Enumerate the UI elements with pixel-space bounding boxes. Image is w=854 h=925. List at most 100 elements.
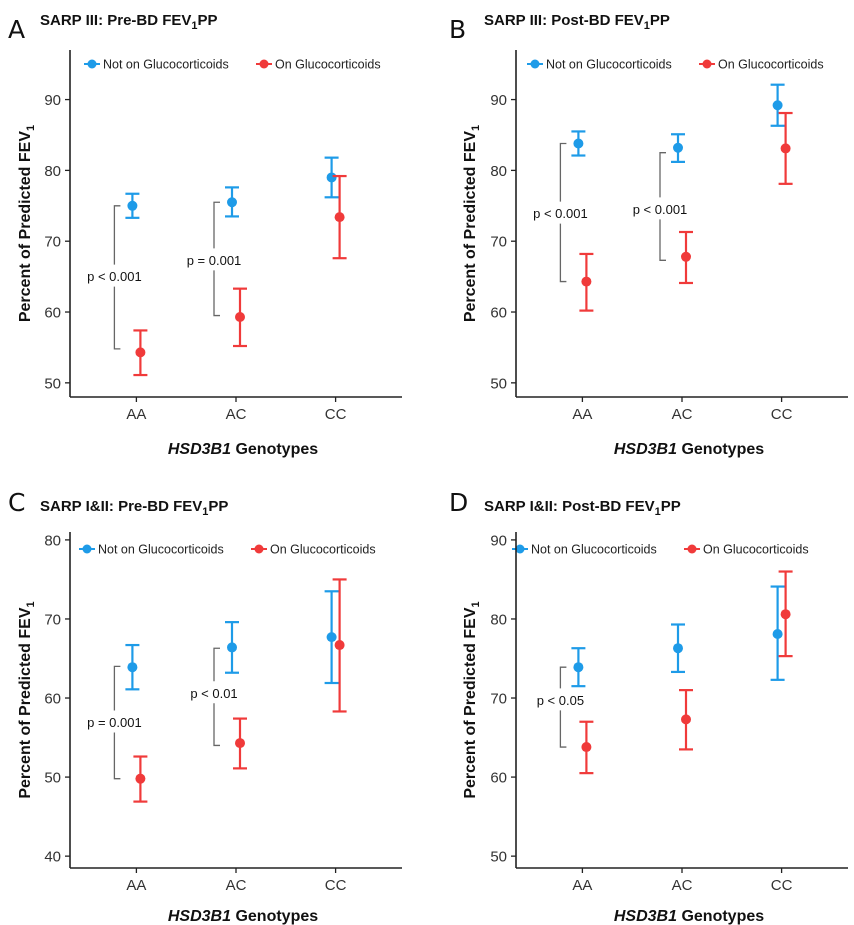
x-tick-label: AA [126, 877, 146, 894]
data-point [135, 347, 146, 358]
data-point [581, 742, 592, 753]
panel-d: D SARP I&II: Post-BD FEV1PP Not on Glucoco… [449, 488, 848, 925]
data-point [581, 276, 592, 287]
data-point [673, 643, 683, 654]
y-tick-label: 50 [490, 375, 507, 392]
significance-bracket [213, 647, 220, 747]
x-tick-label: CC [771, 877, 793, 894]
data-point [135, 773, 146, 784]
panel-title: SARP I&II: Pre-BD FEV1PP [40, 498, 228, 518]
y-tick-label: 70 [44, 611, 61, 628]
panel-a: A SARP III: Pre-BD FEV1PP Not on Glucocort… [8, 12, 402, 458]
legend-key-marker [702, 59, 712, 69]
significance-bracket [213, 201, 220, 317]
x-tick-label: AC [672, 877, 693, 894]
p-value-label: p < 0.001 [633, 202, 688, 217]
legend-key-marker [515, 544, 525, 554]
legend-label: Not on Glucocorticoids [531, 543, 657, 557]
legend-key-marker [87, 59, 97, 69]
significance-bracket [113, 205, 121, 350]
y-axis-label: Percent of Predicted FEV1 [17, 125, 37, 322]
legend-label: On Glucocorticoids [275, 58, 381, 72]
data-point [326, 172, 337, 183]
data-point [235, 311, 245, 322]
panel-letter: A [8, 15, 25, 44]
panel-title: SARP III: Pre-BD FEV1PP [40, 12, 218, 32]
y-tick-label: 80 [490, 611, 507, 628]
p-value-label: p < 0.001 [87, 269, 142, 284]
legend: Not on Glucocorticoids On Glucocorticoids [512, 543, 809, 557]
legend-label: On Glucocorticoids [270, 543, 376, 557]
y-tick-label: 80 [44, 532, 61, 549]
panel-b: B SARP III: Post-BD FEV1PP Not on Glucocor… [449, 12, 848, 458]
data-point [227, 197, 237, 208]
significance-bracket [113, 665, 121, 780]
legend-key-marker [259, 59, 269, 69]
legend-label: Not on Glucocorticoids [546, 58, 672, 72]
p-value-label: p < 0.001 [533, 206, 588, 221]
y-tick-label: 50 [490, 849, 507, 866]
data-point [326, 632, 337, 643]
y-axis-label: Percent of Predicted FEV1 [17, 601, 37, 798]
legend: Not on Glucocorticoids On Glucocorticoids [79, 543, 376, 557]
data-point [780, 609, 791, 620]
legend-key-marker [687, 544, 697, 554]
data-point [127, 200, 138, 211]
panel-title: SARP I&II: Post-BD FEV1PP [484, 498, 681, 518]
x-tick-label: AA [572, 406, 592, 423]
p-value-label: p < 0.01 [190, 686, 237, 701]
x-tick-label: AC [672, 406, 693, 423]
y-tick-label: 50 [44, 375, 61, 392]
data-point [772, 100, 783, 111]
x-tick-label: CC [325, 406, 347, 423]
p-value-label: p = 0.001 [87, 715, 142, 730]
x-axis-label: HSD3B1 Genotypes [614, 441, 764, 458]
data-point [673, 142, 683, 153]
x-tick-label: AC [226, 406, 247, 423]
panel-letter: C [8, 488, 25, 517]
data-point [334, 640, 345, 651]
data-point [573, 138, 584, 149]
data-point [227, 642, 237, 653]
y-tick-label: 60 [44, 691, 61, 708]
data-point [334, 212, 345, 223]
x-tick-label: AA [126, 406, 146, 423]
x-tick-label: AA [572, 877, 592, 894]
y-tick-label: 70 [490, 691, 507, 708]
y-tick-label: 90 [490, 532, 507, 549]
panel-c: C SARP I&II: Pre-BD FEV1PP Not on Glucocor… [8, 488, 402, 925]
p-value-label: p < 0.05 [537, 693, 584, 708]
x-tick-label: CC [325, 877, 347, 894]
y-tick-label: 90 [490, 92, 507, 109]
data-point [780, 143, 791, 154]
x-axis-label: HSD3B1 Genotypes [614, 908, 764, 925]
x-tick-label: CC [771, 406, 793, 423]
legend-key-marker [82, 544, 92, 554]
significance-bracket [659, 152, 666, 261]
y-tick-label: 60 [490, 770, 507, 787]
legend: Not on Glucocorticoids On Glucocorticoids [527, 58, 824, 72]
x-axis-label: HSD3B1 Genotypes [168, 441, 318, 458]
y-tick-label: 90 [44, 92, 61, 109]
legend-label: Not on Glucocorticoids [103, 58, 229, 72]
y-tick-label: 50 [44, 770, 61, 787]
y-tick-label: 60 [44, 305, 61, 322]
x-tick-label: AC [226, 877, 247, 894]
legend-label: Not on Glucocorticoids [98, 543, 224, 557]
x-axis-label: HSD3B1 Genotypes [168, 908, 318, 925]
y-tick-label: 40 [44, 849, 61, 866]
legend-label: On Glucocorticoids [718, 58, 824, 72]
y-tick-label: 80 [44, 163, 61, 180]
p-value-label: p = 0.001 [187, 253, 242, 268]
y-tick-label: 80 [490, 163, 507, 180]
legend-key-marker [254, 544, 264, 554]
panel-letter: B [449, 15, 466, 44]
y-axis-label: Percent of Predicted FEV1 [462, 601, 482, 798]
panel-title: SARP III: Post-BD FEV1PP [484, 12, 670, 32]
legend-label: On Glucocorticoids [703, 543, 809, 557]
y-tick-label: 70 [44, 234, 61, 251]
y-tick-label: 60 [490, 305, 507, 322]
data-point [681, 251, 691, 262]
significance-bracket [559, 666, 567, 748]
